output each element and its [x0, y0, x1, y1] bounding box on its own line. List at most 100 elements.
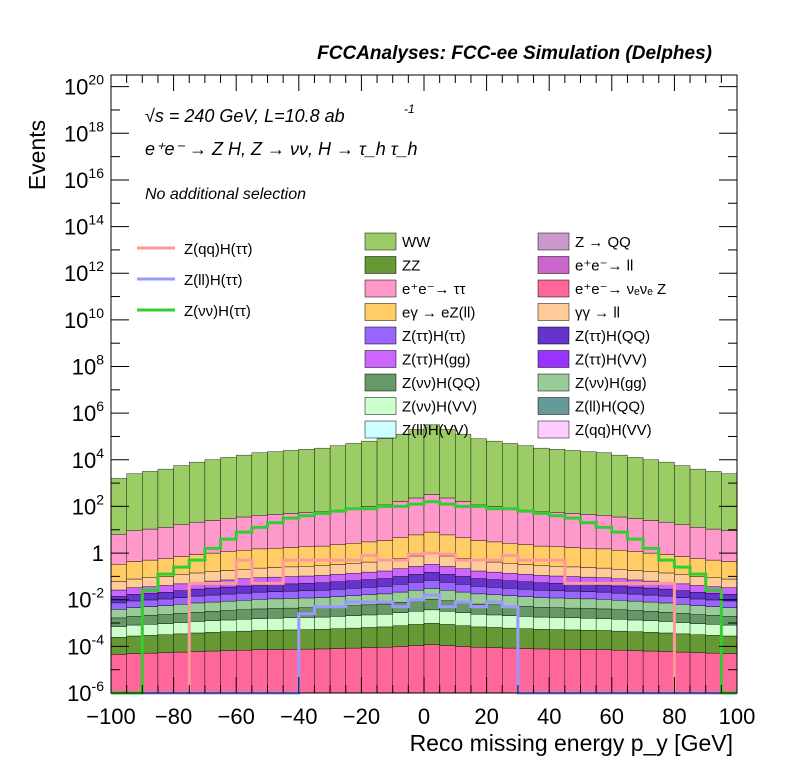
stack-bar-13-10	[314, 511, 331, 547]
stack-bar-15-0	[345, 647, 362, 694]
stack-bar-20-6	[423, 572, 440, 581]
stack-legend-swatch-5	[537, 279, 570, 298]
stack-bar-15-7	[345, 573, 362, 581]
stack-bar-25-9	[502, 543, 519, 564]
stack-bar-18-4	[392, 591, 409, 603]
stack-bar-12-9	[298, 546, 315, 567]
stack-bar-33-6	[627, 586, 644, 595]
stack-bar-2-10	[142, 528, 159, 561]
stack-bar-26-7	[517, 574, 534, 582]
stack-bar-39-3	[721, 616, 738, 626]
stack-bar-33-4	[627, 600, 644, 611]
stack-bar-38-3	[705, 615, 722, 625]
stack-legend-label-17: Z(qq)H(VV)	[575, 422, 652, 439]
stack-bar-15-8	[345, 563, 362, 574]
stack-bar-16-10	[361, 506, 378, 543]
stack-legend-label-7: γγ → ll	[575, 305, 620, 322]
y-tick-label: 102	[72, 491, 104, 519]
stack-bar-10-0	[267, 649, 284, 694]
stack-bar-6-1	[204, 632, 221, 652]
stack-bar-27-4	[533, 597, 550, 608]
stack-bar-30-11	[580, 451, 597, 515]
legend: Z(qq)H(ττ) Z(ll)H(ττ) Z(νν)H(ττ) WW Z → QQ ZZ…	[137, 232, 666, 439]
stack-bar-24-10	[486, 506, 503, 543]
stack-bar-29-1	[564, 629, 581, 650]
stack-bar-25-8	[502, 563, 519, 574]
stack-bar-5-4	[189, 602, 206, 613]
stack-bar-31-1	[595, 630, 613, 650]
stack-bar-37-7	[689, 585, 706, 593]
stack-bar-32-4	[611, 600, 628, 610]
stack-bar-15-1	[345, 627, 362, 649]
stack-bar-7-2	[220, 619, 237, 632]
stack-bar-24-6	[486, 579, 503, 588]
stack-bar-8-4	[235, 600, 253, 610]
stack-bar-39-8	[721, 578, 738, 588]
stack-bar-37-4	[689, 605, 706, 615]
stack-bar-2-9	[142, 559, 159, 578]
stack-bar-30-0	[580, 649, 597, 694]
selection-label: No additional selection	[145, 186, 306, 203]
stack-bar-38-5	[705, 599, 722, 607]
stack-bar-2-8	[142, 577, 159, 587]
stack-bar-3-0	[157, 652, 174, 694]
stack-bar-38-10	[705, 528, 722, 561]
stack-legend-swatch-15	[537, 397, 570, 415]
stack-bar-19-5	[408, 582, 425, 591]
stack-bar-31-8	[595, 567, 613, 578]
stack-bar-29-9	[564, 547, 581, 568]
stack-legend-swatch-11	[537, 350, 570, 368]
stack-bar-3-8	[157, 576, 174, 586]
stack-bar-19-1	[408, 624, 425, 646]
stack-bar-3-3	[157, 614, 174, 624]
stack-bar-6-11	[204, 459, 221, 521]
stack-bar-23-9	[470, 540, 487, 562]
stack-bar-38-1	[705, 635, 722, 654]
stack-bar-38-2	[705, 624, 722, 636]
stack-bar-34-5	[642, 594, 659, 603]
stack-bar-31-5	[595, 591, 613, 600]
stack-bar-8-5	[235, 592, 253, 601]
stack-bar-17-3	[376, 603, 393, 615]
stack-bar-25-4	[502, 595, 519, 606]
x-axis-title: Reco missing energy p_y [GeV]	[410, 730, 733, 756]
stack-bar-14-10	[329, 509, 346, 545]
stack-bar-11-11	[282, 450, 299, 514]
stack-bar-35-6	[658, 588, 675, 597]
stack-bar-35-10	[658, 521, 675, 555]
stack-bar-1-5	[126, 600, 143, 608]
stack-bar-35-1	[658, 632, 675, 652]
stack-bar-34-9	[642, 552, 659, 572]
stack-bar-9-4	[251, 599, 268, 610]
stack-bar-31-3	[595, 608, 613, 619]
stack-bar-3-10	[157, 527, 174, 559]
stack-bar-35-9	[658, 554, 675, 574]
stack-bar-34-0	[642, 650, 659, 694]
stack-bar-13-3	[314, 607, 331, 618]
stack-bar-28-3	[549, 607, 566, 618]
stack-bar-7-11	[220, 457, 237, 519]
stack-bar-13-7	[314, 575, 331, 584]
stack-bar-13-11	[314, 447, 331, 512]
stack-bar-25-1	[502, 627, 519, 649]
stack-bar-8-0	[235, 649, 253, 694]
stack-bar-25-6	[502, 580, 519, 589]
stack-bar-14-0	[329, 648, 346, 694]
stack-bar-24-11	[486, 440, 503, 507]
stack-bar-20-8	[423, 553, 440, 565]
stack-bar-19-3	[408, 600, 425, 612]
stack-bar-32-6	[611, 585, 628, 594]
stack-bar-7-5	[220, 593, 237, 602]
stack-bar-39-7	[721, 587, 738, 595]
stack-bar-12-5	[298, 590, 315, 599]
stack-bar-35-11	[658, 461, 675, 523]
stack-bar-10-6	[267, 584, 284, 592]
stack-bar-37-0	[689, 652, 706, 694]
stack-legend-swatch-4	[364, 279, 397, 298]
stack-bar-3-6	[157, 592, 174, 600]
stack-bar-4-11	[173, 465, 190, 525]
stack-bar-37-6	[689, 592, 706, 600]
stack-bar-8-3	[235, 609, 253, 620]
stack-bar-23-7	[470, 570, 487, 579]
stack-bar-32-9	[611, 550, 628, 570]
